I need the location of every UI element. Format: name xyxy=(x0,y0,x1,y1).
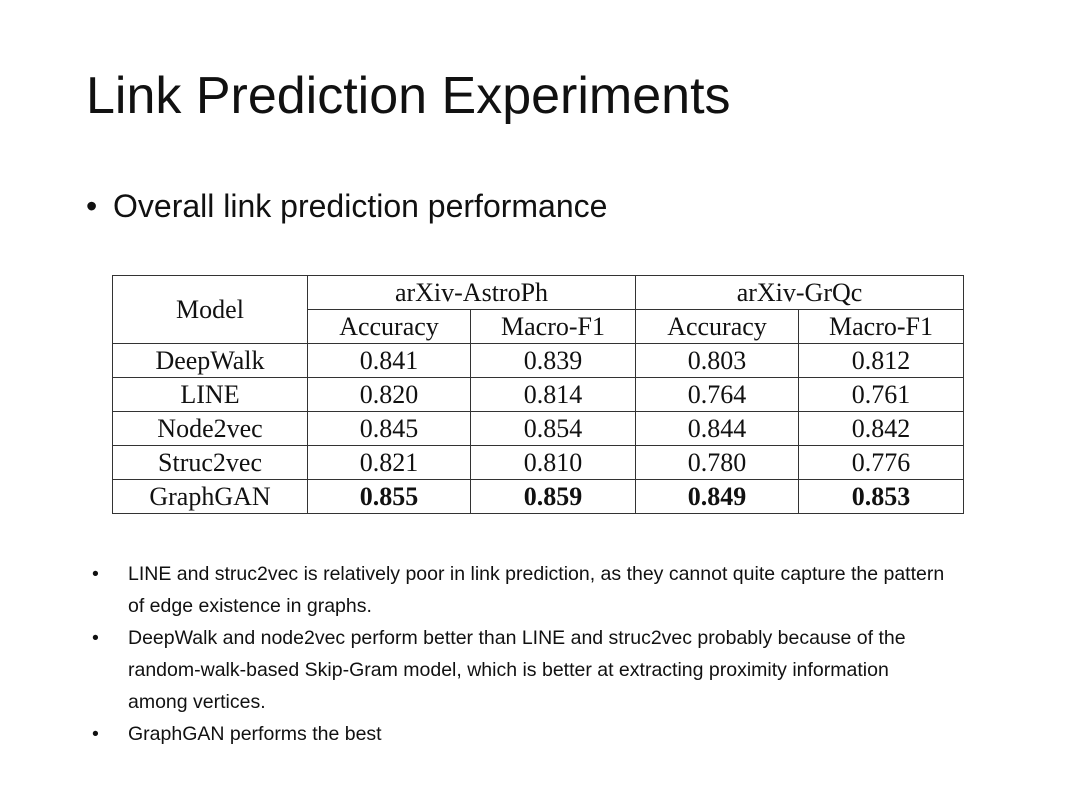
table-cell: 0.859 xyxy=(470,479,636,514)
slide-title: Link Prediction Experiments xyxy=(86,67,731,125)
table-cell: 0.845 xyxy=(307,411,471,446)
table-cell: DeepWalk xyxy=(112,343,308,378)
table-cell: 0.855 xyxy=(307,479,471,514)
table-cell: 0.812 xyxy=(798,343,964,378)
table-cell: 0.803 xyxy=(635,343,799,378)
table-cell: GraphGAN xyxy=(112,479,308,514)
table-cell: 0.849 xyxy=(635,479,799,514)
header-cell: Accuracy xyxy=(307,309,471,344)
table-row: LINE 0.820 0.814 0.764 0.761 xyxy=(112,377,964,412)
table-cell: LINE xyxy=(112,377,308,412)
table-cell: 0.780 xyxy=(635,445,799,480)
note-item: DeepWalk and node2vec perform better tha… xyxy=(90,622,950,718)
table-row: Struc2vec 0.821 0.810 0.780 0.776 xyxy=(112,445,964,480)
results-table: Model arXiv-AstroPh arXiv-GrQc Accuracy M… xyxy=(112,275,964,514)
header-cell: arXiv-GrQc xyxy=(635,275,964,310)
table-row: DeepWalk 0.841 0.839 0.803 0.812 xyxy=(112,343,964,378)
table-cell: 0.839 xyxy=(470,343,636,378)
table-cell: 0.764 xyxy=(635,377,799,412)
notes: LINE and struc2vec is relatively poor in… xyxy=(90,558,950,750)
table-cell: 0.821 xyxy=(307,445,471,480)
header-cell: Macro-F1 xyxy=(798,309,964,344)
note-item: GraphGAN performs the best xyxy=(90,718,950,750)
table-cell: 0.814 xyxy=(470,377,636,412)
bullet: • Overall link prediction performance xyxy=(86,188,608,224)
header-row: Model arXiv-AstroPh arXiv-GrQc xyxy=(112,275,964,344)
table-cell: Struc2vec xyxy=(112,445,308,480)
table-cell: 0.844 xyxy=(635,411,799,446)
table-cell: 0.853 xyxy=(798,479,964,514)
note-item: LINE and struc2vec is relatively poor in… xyxy=(90,558,950,622)
header-cell: Model xyxy=(112,275,308,344)
table-cell: 0.854 xyxy=(470,411,636,446)
table-cell: 0.841 xyxy=(307,343,471,378)
bullet-text: Overall link prediction performance xyxy=(113,188,608,224)
table-cell: Node2vec xyxy=(112,411,308,446)
table-cell: 0.810 xyxy=(470,445,636,480)
table-cell: 0.842 xyxy=(798,411,964,446)
header-cell: Accuracy xyxy=(635,309,799,344)
table-row: Node2vec 0.845 0.854 0.844 0.842 xyxy=(112,411,964,446)
table-cell: 0.776 xyxy=(798,445,964,480)
table-cell: 0.761 xyxy=(798,377,964,412)
header-cell: Macro-F1 xyxy=(470,309,636,344)
header-cell: arXiv-AstroPh xyxy=(307,275,636,310)
table-row: GraphGAN 0.855 0.859 0.849 0.853 xyxy=(112,479,964,514)
table-cell: 0.820 xyxy=(307,377,471,412)
